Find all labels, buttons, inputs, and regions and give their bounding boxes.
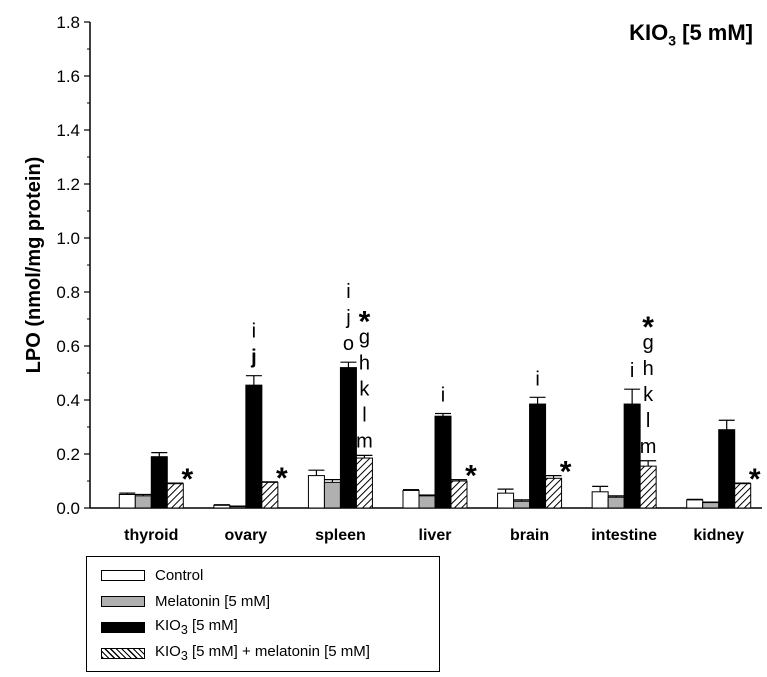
bar-control [307,475,325,509]
x-tick-label: ovary [225,527,268,544]
significance-letter: j [345,307,350,329]
bar-kio3-melatonin [355,457,373,509]
bar-control [497,492,515,509]
bar-kio3 [529,403,547,509]
bar-kio3 [623,403,641,509]
bar-kio3 [339,367,357,509]
bar-melatonin [418,495,436,509]
significance-letter: i [252,321,256,343]
legend-item-melatonin: Melatonin [5 mM] [101,590,270,612]
x-tick-label: spleen [315,527,366,544]
significance-letter: k [359,378,370,400]
y-tick-label: 0.6 [56,337,80,356]
bar-melatonin [323,481,341,509]
significance-star: * [749,463,761,496]
bar-control [591,491,609,509]
y-tick-label: 1.2 [56,175,80,194]
y-axis-label: LPO (nmol/mg protein) [23,157,45,374]
y-tick-label: 0.4 [56,391,80,410]
x-tick-label: brain [510,527,549,544]
y-tick-label: 1.6 [56,67,80,86]
bar-kio3-melatonin [639,465,657,509]
bar-control [686,499,704,509]
x-tick-label: liver [419,527,452,544]
significance-letter: i [630,360,634,382]
significance-letter: m [640,436,657,458]
significance-letter: h [643,358,654,380]
legend-label: Control [155,566,204,584]
significance-letter: i [346,281,350,303]
legend-swatch-control [101,569,145,581]
significance-letter: g [359,326,370,348]
y-tick-label: 0.8 [56,283,80,302]
legend-label: KIO3 [5 mM] + melatonin [5 mM] [155,643,370,663]
axes: 0.0 0.2 0.4 0.6 0.8 1.0 1.2 1.4 1.6 1.8 LPO (nmol/… [23,13,762,544]
bar-melatonin [702,502,720,509]
legend-label: Melatonin [5 mM] [155,592,271,610]
bar-melatonin [607,496,625,509]
significance-star: * [181,463,193,496]
bar-kio3 [718,429,736,509]
significance-letter: l [646,410,650,432]
legend-item-control: Control [101,564,203,586]
legend: Control Melatonin [5 mM] KIO3 [5 mM] KIO… [86,556,440,672]
y-tick-label: 1.0 [56,229,80,248]
bar-kio3 [245,384,263,509]
x-tick-label: thyroid [124,527,178,544]
legend-swatch-kio3 [101,621,145,633]
bar-kio3 [150,456,168,509]
bar-kio3 [434,415,452,509]
significance-letter: i [535,368,539,390]
significance-letter: j [250,347,257,369]
significance-letter: l [362,404,366,426]
significance-letter: m [356,430,373,452]
legend-item-kio3: KIO3 [5 mM] [101,616,238,638]
significance-letter: h [359,352,370,374]
bar-control [402,489,420,509]
bar-melatonin [229,506,247,509]
y-tick-label: 0.0 [56,499,80,518]
significance-letter: g [643,332,654,354]
significance-star: * [359,305,371,338]
significance-letter: i [441,385,445,407]
bar-melatonin [134,495,152,509]
legend-swatch-kio3-melatonin [101,647,145,659]
significance-star: * [465,460,477,493]
significance-star: * [560,456,572,489]
significance-letter: o [343,333,354,355]
bar-melatonin [513,500,531,509]
y-tick-label: 1.8 [56,13,80,32]
x-tick-label: intestine [591,527,657,544]
x-tick-label: kidney [693,527,744,544]
bar-control [213,504,231,509]
y-tick-label: 1.4 [56,121,80,140]
chart-title: KIO3 [5 mM] [629,20,753,49]
legend-item-kio3-melatonin: KIO3 [5 mM] + melatonin [5 mM] [101,642,370,664]
significance-star: * [642,311,654,344]
bar-control [118,494,136,509]
significance-star: * [276,462,288,495]
bars [118,361,752,509]
legend-label: KIO3 [5 mM] [155,617,238,637]
legend-swatch-melatonin [101,595,145,607]
significance-letter: k [643,384,654,406]
y-tick-label: 0.2 [56,445,80,464]
